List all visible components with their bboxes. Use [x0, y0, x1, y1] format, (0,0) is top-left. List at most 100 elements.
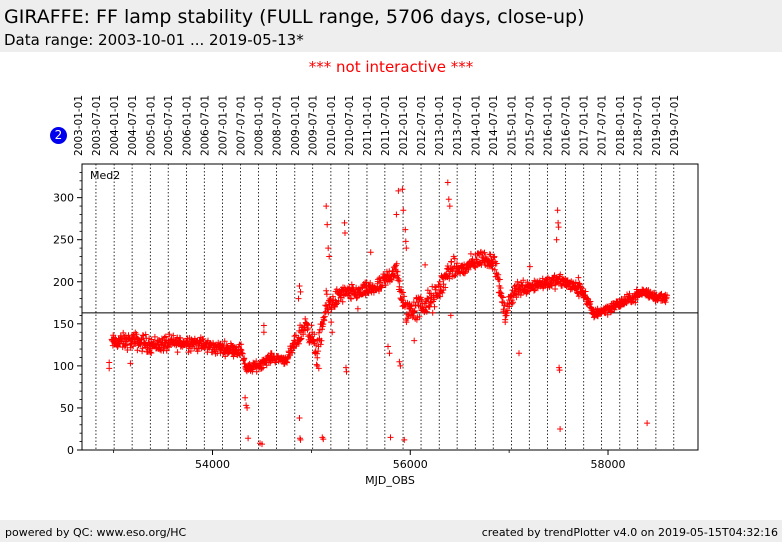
date-tick-label: 2016-01-01 — [543, 95, 555, 156]
outlier-point — [447, 312, 454, 319]
page-footer: powered by QC: www.eso.org/HC created by… — [0, 520, 782, 542]
outlier-point — [106, 359, 113, 366]
outlier-point — [516, 350, 522, 357]
outlier-point — [444, 179, 451, 186]
created-by-text: created by trendPlotter v4.0 on 2019-05-… — [481, 526, 778, 539]
data-range-subtitle: Data range: 2003-10-01 ... 2019-05-13* — [4, 31, 304, 49]
outlier-point — [326, 253, 333, 260]
outlier-point — [397, 362, 404, 369]
panel-label: Med2 — [90, 169, 120, 182]
outlier-point — [245, 435, 252, 442]
y-tick-label: 0 — [67, 444, 74, 457]
outlier-point — [260, 322, 267, 329]
date-tick-label: 2017-01-01 — [579, 95, 591, 156]
outlier-point — [259, 441, 265, 448]
outlier-point — [644, 420, 651, 427]
date-tick-label: 2006-01-01 — [181, 95, 193, 156]
outlier-point — [367, 249, 374, 256]
data-points — [108, 248, 670, 375]
date-tick-label: 2004-01-01 — [109, 95, 121, 156]
outlier-point — [436, 278, 443, 285]
outlier-point — [354, 305, 361, 312]
outlier-point — [445, 196, 452, 203]
outlier-point — [328, 319, 335, 326]
outlier-point — [297, 288, 304, 295]
outlier-point — [342, 230, 348, 236]
page-title: GIRAFFE: FF lamp stability (FULL range, … — [4, 6, 585, 28]
date-tick-label: 2013-07-01 — [452, 95, 464, 156]
outlier-point — [323, 203, 330, 210]
date-tick-label: 2015-01-01 — [506, 95, 518, 156]
outlier-point — [396, 358, 403, 365]
date-tick-label: 2017-07-01 — [597, 95, 609, 156]
outlier-point — [395, 187, 402, 194]
date-tick-label: 2018-07-01 — [633, 95, 645, 156]
outlier-point — [386, 350, 393, 357]
date-tick-label: 2009-01-01 — [290, 95, 302, 156]
outlier-point — [260, 329, 267, 336]
date-tick-label: 2008-01-01 — [254, 95, 266, 156]
outlier-point — [324, 221, 331, 228]
outlier-point — [400, 207, 407, 214]
outlier-point — [127, 360, 134, 367]
outlier-point — [325, 245, 332, 252]
outlier-point — [555, 224, 562, 231]
outlier-point — [502, 319, 509, 326]
date-tick-label: 2005-01-01 — [145, 95, 157, 156]
outlier-point — [554, 207, 561, 214]
outlier-point — [402, 226, 409, 233]
date-tick-label: 2010-07-01 — [344, 95, 356, 156]
outlier-point — [320, 436, 327, 443]
date-tick-label: 2005-07-01 — [163, 95, 175, 156]
date-tick-label: 2012-07-01 — [416, 95, 428, 156]
outlier-point — [244, 404, 251, 411]
y-tick-label: 150 — [53, 318, 74, 331]
date-tick-label: 2003-07-01 — [91, 95, 103, 156]
x-tick-label: 58000 — [591, 458, 626, 471]
date-tick-label: 2009-07-01 — [308, 95, 320, 156]
outlier-point — [401, 436, 408, 443]
outlier-point — [315, 365, 322, 372]
date-tick-label: 2004-07-01 — [127, 95, 139, 156]
date-tick-label: 2011-07-01 — [380, 95, 392, 156]
outlier-point — [106, 365, 113, 372]
x-tick-label: 56000 — [393, 458, 428, 471]
outlier-point — [393, 211, 400, 218]
date-tick-label: 2014-07-01 — [488, 95, 500, 156]
date-tick-label: 2019-07-01 — [669, 95, 681, 156]
date-tick-label: 2007-01-01 — [218, 95, 230, 156]
outlier-point — [341, 219, 348, 226]
date-tick-label: 2007-07-01 — [235, 95, 247, 156]
outlier-point — [422, 261, 429, 268]
outlier-point — [556, 367, 563, 374]
outlier-point — [526, 263, 533, 270]
date-tick-label: 2014-01-01 — [470, 95, 482, 156]
outlier-point — [297, 436, 304, 443]
x-tick-label: 54000 — [195, 458, 230, 471]
outlier-point — [553, 236, 560, 243]
outlier-point — [296, 283, 303, 289]
date-tick-label: 2016-07-01 — [561, 95, 573, 156]
date-tick-label: 2019-01-01 — [651, 95, 663, 156]
outlier-point — [296, 415, 303, 421]
date-tick-label: 2010-01-01 — [326, 95, 338, 156]
date-tick-label: 2006-07-01 — [199, 95, 211, 156]
outlier-point — [295, 295, 302, 302]
date-tick-label: 2011-01-01 — [362, 95, 374, 156]
outlier-point — [242, 394, 249, 401]
date-tick-label: 2012-01-01 — [398, 95, 410, 156]
outlier-point — [385, 343, 391, 350]
outlier-point — [343, 368, 350, 375]
page-header: GIRAFFE: FF lamp stability (FULL range, … — [0, 0, 782, 52]
powered-by-text: powered by QC: www.eso.org/HC — [5, 526, 187, 539]
outlier-point — [403, 245, 410, 252]
date-tick-label: 2008-07-01 — [272, 95, 284, 156]
outlier-point — [399, 186, 406, 193]
outlier-point — [557, 426, 564, 432]
outlier-point — [575, 274, 582, 281]
outlier-point — [446, 203, 453, 210]
not-interactive-notice: *** not interactive *** — [308, 58, 474, 76]
outlier-point — [402, 238, 409, 245]
outlier-point — [387, 434, 394, 441]
